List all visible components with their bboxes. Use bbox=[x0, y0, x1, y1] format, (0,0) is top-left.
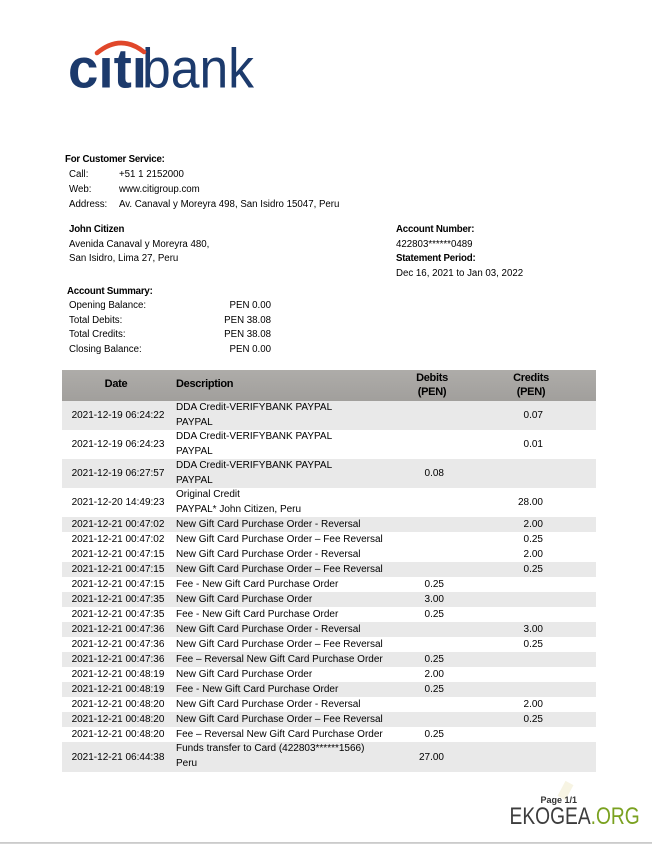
svg-text:bank: bank bbox=[142, 37, 255, 100]
